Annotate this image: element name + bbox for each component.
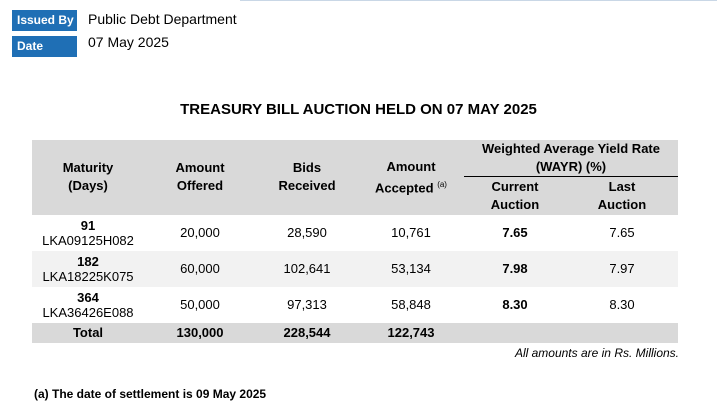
maturity-days: 91	[80, 217, 96, 233]
isin-code: LKA09125H082	[42, 232, 134, 248]
header-offered-line1: Amount	[175, 160, 225, 176]
date-value: 07 May 2025	[88, 34, 169, 50]
offered-cell: 60,000	[144, 250, 256, 287]
last-yield-cell: 8.30	[609, 297, 635, 312]
header-wayr-line1: Weighted Average Yield Rate	[482, 141, 660, 156]
last-yield-cell: 7.65	[609, 225, 635, 240]
table-row: 182 LKA18225K075 60,000 102,641 53,134 7.…	[32, 250, 678, 287]
bids-cell: 28,590	[287, 225, 327, 240]
header-accepted-sup: (a)	[437, 179, 447, 189]
isin-code: LKA36426E088	[42, 304, 134, 320]
issued-by-value: Public Debt Department	[88, 11, 237, 27]
maturity-cell: 182 LKA18225K075	[32, 250, 144, 287]
header-accepted: Amount Accepted (a)	[358, 140, 464, 215]
header-accepted-line2: Accepted (a)	[358, 176, 464, 197]
bids-cell: 102,641	[256, 250, 358, 287]
header-last: Last Auction	[566, 176, 678, 215]
table-row: 91 LKA09125H082 20,000 28,590 10,761 7.65…	[32, 215, 678, 251]
header-bids: Bids Received	[256, 140, 358, 215]
offered-cell: 20,000	[180, 225, 220, 240]
header-maturity: Maturity (Days)	[32, 140, 144, 215]
total-label: Total	[32, 322, 144, 343]
header-maturity-line1: Maturity	[62, 160, 114, 176]
total-row: Total 130,000 228,544 122,743	[32, 322, 678, 343]
total-empty-last	[566, 322, 678, 343]
header-bids-line1: Bids	[292, 160, 322, 176]
maturity-cell: 91 LKA09125H082	[32, 215, 144, 251]
current-yield-cell: 8.30	[502, 297, 528, 312]
offered-cell: 50,000	[180, 297, 220, 312]
header-wayr: Weighted Average Yield Rate (WAYR) (%)	[464, 140, 678, 177]
issued-by-label: Issued By	[12, 10, 77, 31]
header-accepted-text: Accepted	[375, 179, 434, 195]
total-accepted: 122,743	[358, 322, 464, 343]
header-offered: Amount Offered	[144, 140, 256, 215]
table-row: 364 LKA36426E088 50,000 97,313 58,848 8.3…	[32, 287, 678, 323]
header-current-line2: Auction	[490, 196, 540, 212]
maturity-days: 364	[77, 289, 99, 305]
last-yield-cell: 7.97	[566, 250, 678, 287]
current-yield-cell: 7.98	[464, 250, 566, 287]
total-bids: 228,544	[256, 322, 358, 343]
header-bids-line2: Received	[278, 178, 336, 194]
header-current-line1: Current	[491, 178, 539, 194]
maturity-days: 182	[77, 253, 99, 269]
top-divider	[240, 0, 717, 1]
date-label: Date	[12, 36, 77, 57]
header-last-line2: Auction	[597, 196, 647, 212]
isin-code: LKA18225K075	[42, 268, 134, 284]
page-title: TREASURY BILL AUCTION HELD ON 07 MAY 202…	[180, 101, 537, 118]
header-last-line1: Last	[608, 178, 636, 194]
header-maturity-line2: (Days)	[68, 178, 108, 194]
header-offered-line2: Offered	[176, 178, 224, 194]
table-header-row: Maturity (Days) Amount Offered Bids Receive…	[32, 140, 678, 215]
accepted-cell: 10,761	[391, 225, 431, 240]
total-offered: 130,000	[144, 322, 256, 343]
current-yield-cell: 7.65	[502, 225, 528, 240]
total-empty-current	[464, 322, 566, 343]
header-current: Current Auction	[464, 176, 566, 215]
auction-table: Maturity (Days) Amount Offered Bids Receive…	[32, 140, 678, 343]
bids-cell: 97,313	[287, 297, 327, 312]
accepted-cell: 53,134	[358, 250, 464, 287]
accepted-cell: 58,848	[391, 297, 431, 312]
header-wayr-line2: (WAYR) (%)	[535, 159, 607, 174]
table-subheader-row: Current Auction Last Auction	[32, 176, 678, 215]
settlement-footnote: (a) The date of settlement is 09 May 202…	[34, 387, 267, 401]
maturity-cell: 364 LKA36426E088	[32, 287, 144, 323]
header-accepted-line1: Amount	[386, 158, 436, 174]
amounts-note: All amounts are in Rs. Millions.	[514, 346, 679, 360]
